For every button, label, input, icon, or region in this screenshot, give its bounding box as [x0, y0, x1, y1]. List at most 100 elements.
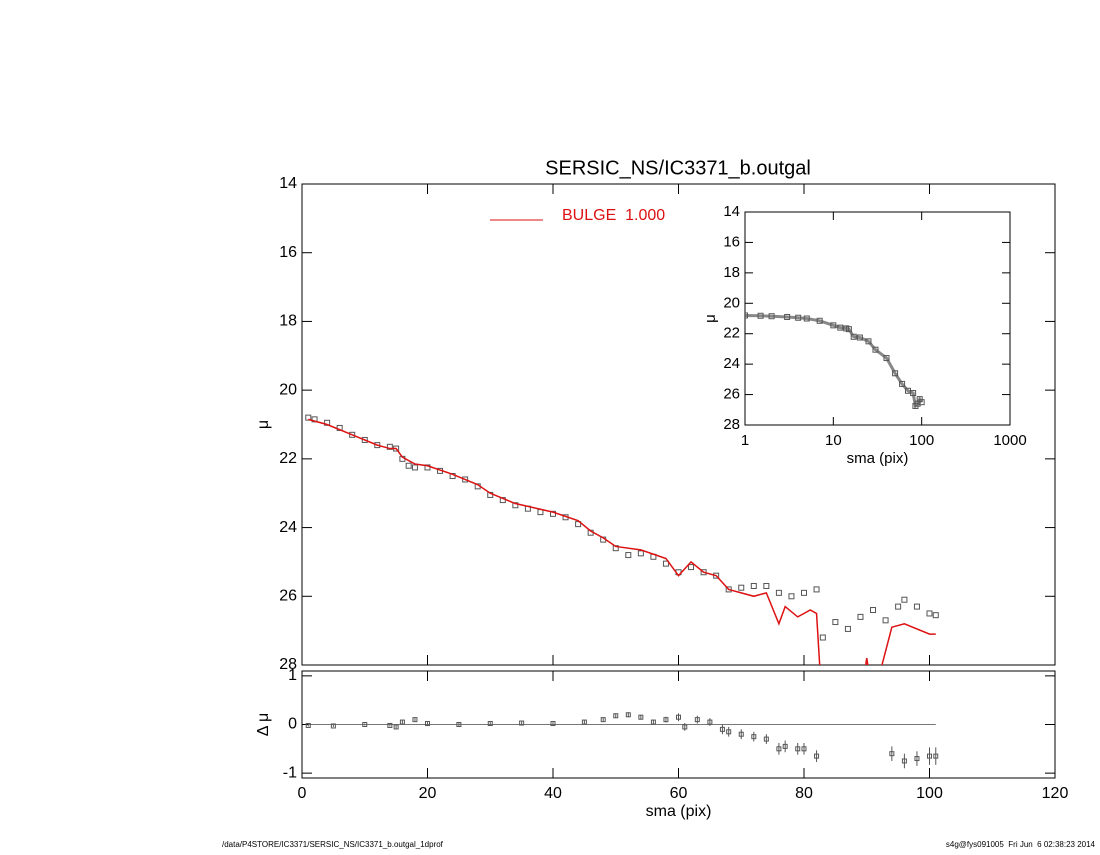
x-tick-label: 10 — [825, 432, 842, 449]
data-point — [803, 315, 810, 322]
plot-frame — [744, 211, 1011, 426]
residual-point — [387, 722, 393, 728]
data-point — [424, 464, 431, 471]
residual-point — [362, 722, 368, 727]
data-point — [832, 619, 839, 626]
residual-point — [682, 724, 688, 730]
plot-area — [305, 712, 939, 769]
data-point — [637, 550, 644, 557]
data-point — [349, 431, 356, 438]
residual-point — [676, 714, 681, 720]
residual-point — [412, 717, 418, 723]
data-point — [795, 314, 802, 321]
residual-point — [751, 734, 757, 740]
data-point — [775, 589, 782, 596]
data-point — [865, 338, 872, 345]
residual-point — [795, 746, 801, 752]
legend-label: BULGE 1.000 — [562, 207, 665, 224]
data-point — [892, 370, 899, 377]
y-tick-label: 26 — [723, 386, 740, 403]
data-point — [625, 552, 632, 559]
residual-point — [581, 719, 587, 725]
residual-point — [663, 717, 669, 723]
data-point — [819, 634, 826, 641]
residual-point — [694, 717, 700, 723]
y-tick-label: 0 — [288, 716, 297, 733]
footer-left: /data/P4STORE/IC3371/SERSIC_NS/IC3371_b.… — [222, 840, 444, 849]
data-point — [311, 416, 318, 423]
data-point — [784, 313, 791, 320]
residual-point — [600, 717, 606, 723]
y-tick-label: 14 — [279, 175, 297, 192]
data-point — [688, 564, 695, 571]
chart-title: SERSIC_NS/IC3371_b.outgal — [545, 157, 811, 179]
data-point — [870, 607, 877, 614]
y-tick-label: 24 — [279, 519, 297, 536]
data-point — [405, 462, 412, 469]
residual-point — [707, 719, 713, 725]
y-tick-label: 18 — [723, 264, 740, 281]
y-tick-label: 16 — [723, 233, 740, 250]
plot-area — [305, 414, 939, 665]
data-point — [662, 560, 669, 567]
data-point — [745, 312, 748, 319]
data-point — [788, 593, 795, 600]
residual-point — [726, 729, 732, 735]
residual-point — [763, 736, 769, 742]
residual-point — [456, 722, 462, 727]
residual-point — [393, 724, 399, 730]
data-point — [895, 603, 902, 610]
y-tick-label: 1 — [288, 667, 297, 684]
data-point — [813, 586, 820, 593]
y-axis-label: μ — [255, 420, 272, 429]
y-tick-label: 26 — [279, 588, 297, 605]
x-tick-label: 100 — [916, 785, 943, 802]
data-point — [913, 603, 920, 610]
data-point — [845, 326, 852, 333]
residual-point — [305, 722, 311, 728]
residual-point — [719, 726, 725, 732]
data-point — [910, 390, 917, 397]
data-point — [837, 324, 844, 331]
residual-point — [889, 751, 895, 757]
y-tick-label: 18 — [279, 313, 297, 330]
x-tick-label: 100 — [909, 432, 934, 449]
x-tick-label: 60 — [670, 785, 688, 802]
residual-point — [901, 758, 907, 764]
data-point — [901, 596, 908, 603]
y-tick-label: 28 — [279, 656, 297, 673]
y-tick-label: 28 — [723, 416, 740, 433]
residual-point — [330, 723, 336, 729]
x-tick-label: 0 — [298, 785, 307, 802]
data-point — [830, 322, 837, 329]
data-point — [386, 443, 393, 450]
residual-point — [550, 721, 556, 727]
residual-point — [625, 712, 631, 718]
x-axis-label: sma (pix) — [646, 803, 712, 820]
data-point — [916, 396, 923, 403]
residual-point — [738, 731, 744, 737]
residual-point — [399, 719, 405, 725]
y-axis-label: Δ μ — [255, 713, 272, 736]
data-point — [738, 584, 745, 591]
data-point — [411, 464, 418, 471]
residual-point — [776, 746, 782, 752]
residual-point — [487, 721, 493, 727]
y-tick-label: 24 — [723, 355, 740, 372]
data-point — [872, 346, 879, 353]
residual-point — [425, 721, 430, 727]
residual-point — [613, 713, 619, 719]
y-tick-label: 22 — [723, 325, 740, 342]
data-point — [768, 313, 775, 320]
data-point — [801, 589, 807, 596]
y-tick-label: 20 — [279, 381, 297, 398]
x-tick-label: 1 — [741, 432, 749, 449]
data-point — [763, 582, 770, 589]
data-point — [750, 582, 757, 589]
y-tick-label: 16 — [279, 244, 297, 261]
residual-point — [782, 743, 788, 749]
residual-point — [801, 746, 807, 752]
y-tick-label: -1 — [283, 764, 297, 781]
data-point — [918, 399, 925, 406]
